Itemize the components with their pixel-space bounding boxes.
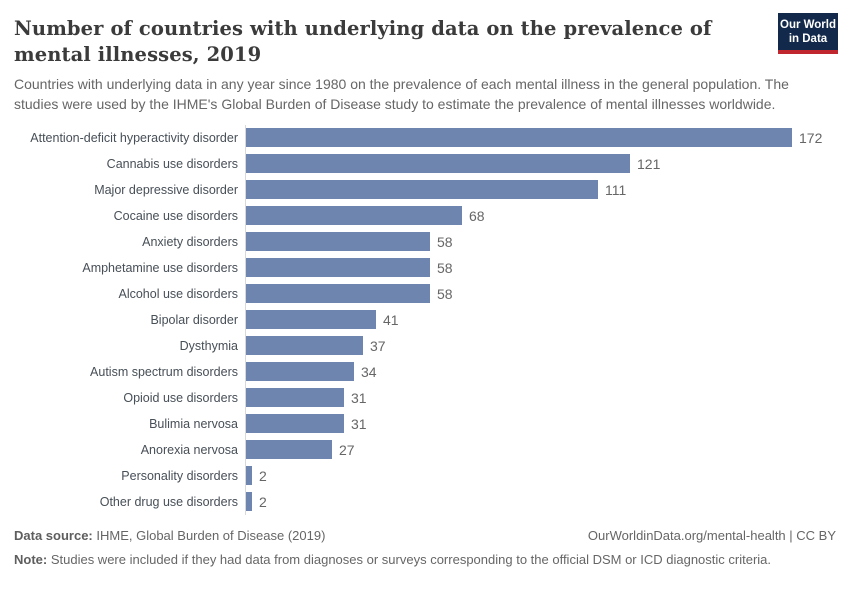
bar-value-label: 37	[370, 337, 386, 354]
bar-row: Personality disorders 2	[14, 462, 836, 489]
bar-row: Cocaine use disorders 68	[14, 202, 836, 229]
category-label: Attention-deficit hyperactivity disorder	[30, 130, 238, 145]
chart-title: Number of countries with underlying data…	[14, 17, 712, 66]
bar[interactable]	[246, 206, 462, 225]
bar-area: 2	[245, 462, 836, 489]
bar[interactable]	[246, 492, 252, 511]
bar-value-label: 27	[339, 441, 355, 458]
bar[interactable]	[246, 414, 344, 433]
owid-logo-line2: in Data	[788, 33, 828, 46]
owid-logo-line1: Our World	[780, 19, 837, 31]
bar-area: 58	[245, 254, 836, 281]
bar-area: 41	[245, 306, 836, 333]
citation-link[interactable]: OurWorldinData.org/mental-health | CC BY	[587, 527, 836, 543]
bar-row: Cannabis use disorders 121	[14, 150, 836, 177]
bar-value-label: 121	[637, 155, 661, 172]
bar-area: 172	[245, 124, 836, 151]
bar-value-label: 2	[259, 467, 267, 484]
bar-value-label: 172	[799, 129, 823, 146]
bar-row: Anxiety disorders 58	[14, 228, 836, 255]
bar-chart: Attention-deficit hyperactivity disorder…	[14, 124, 836, 515]
category-label: Other drug use disorders	[99, 494, 238, 509]
bar-area: 27	[245, 436, 836, 463]
bar-value-label: 58	[437, 233, 453, 250]
note-label: Note:	[14, 552, 48, 568]
bar-value-label: 68	[469, 207, 485, 224]
bar-row: Amphetamine use disorders 58	[14, 254, 836, 281]
data-source-label: Data source:	[14, 527, 93, 543]
bar[interactable]	[246, 388, 344, 407]
bar-value-label: 31	[351, 389, 367, 406]
bar-row: Opioid use disorders 31	[14, 384, 836, 411]
chart-footer: Data source: IHME, Global Burden of Dise…	[14, 527, 836, 569]
bar-row: Other drug use disorders 2	[14, 488, 836, 515]
bar-area: 31	[245, 410, 836, 437]
bar-value-label: 41	[383, 311, 399, 328]
note-text: Studies were included if they had data f…	[47, 552, 772, 568]
bar-row: Autism spectrum disorders 34	[14, 358, 836, 385]
bar-row: Attention-deficit hyperactivity disorder…	[14, 124, 836, 151]
bar[interactable]	[246, 466, 252, 485]
bar[interactable]	[246, 258, 430, 277]
bar-rows: Attention-deficit hyperactivity disorder…	[14, 124, 836, 515]
chart-subtitle: Countries with underlying data in any ye…	[14, 76, 789, 113]
category-label: Anorexia nervosa	[140, 442, 238, 457]
bar[interactable]	[246, 336, 363, 355]
bar[interactable]	[246, 154, 630, 173]
bar-area: 37	[245, 332, 836, 359]
data-source-text: IHME, Global Burden of Disease (2019)	[92, 527, 326, 543]
bar-area: 2	[245, 488, 836, 515]
bar-area: 121	[245, 150, 836, 177]
bar[interactable]	[246, 284, 430, 303]
bar-value-label: 58	[437, 259, 453, 276]
bar[interactable]	[246, 310, 376, 329]
bar-value-label: 31	[351, 415, 367, 432]
category-label: Anxiety disorders	[142, 234, 238, 249]
category-label: Dysthymia	[179, 338, 238, 353]
bar-area: 68	[245, 202, 836, 229]
category-label: Opioid use disorders	[123, 390, 238, 405]
category-label: Amphetamine use disorders	[82, 260, 238, 275]
bar-area: 34	[245, 358, 836, 385]
category-label: Alcohol use disorders	[118, 286, 238, 301]
bar[interactable]	[246, 180, 598, 199]
bar-area: 58	[245, 228, 836, 255]
bar-row: Bulimia nervosa 31	[14, 410, 836, 437]
category-label: Cannabis use disorders	[106, 156, 238, 171]
bar-value-label: 58	[437, 285, 453, 302]
category-label: Personality disorders	[121, 468, 238, 483]
bar-row: Bipolar disorder 41	[14, 306, 836, 333]
category-label: Cocaine use disorders	[113, 208, 238, 223]
bar-area: 31	[245, 384, 836, 411]
category-label: Major depressive disorder	[94, 182, 238, 197]
category-label: Bipolar disorder	[150, 312, 238, 327]
bar[interactable]	[246, 440, 332, 459]
bar[interactable]	[246, 232, 430, 251]
owid-logo: Our World in Data	[778, 13, 838, 55]
bar-area: 58	[245, 280, 836, 307]
bar-row: Anorexia nervosa 27	[14, 436, 836, 463]
bar-row: Dysthymia 37	[14, 332, 836, 359]
category-label: Autism spectrum disorders	[90, 364, 238, 379]
data-source: Data source: IHME, Global Burden of Dise…	[14, 527, 325, 545]
bar-value-label: 34	[361, 363, 377, 380]
category-label: Bulimia nervosa	[149, 416, 238, 431]
bar-value-label: 2	[259, 493, 267, 510]
bar-row: Major depressive disorder 111	[14, 176, 836, 203]
chart-note: Note: Studies were included if they had …	[14, 551, 836, 569]
bar-row: Alcohol use disorders 58	[14, 280, 836, 307]
chart-header: Our World in Data Number of countries wi…	[14, 13, 838, 115]
bar-area: 111	[245, 176, 836, 203]
bar[interactable]	[246, 362, 354, 381]
bar-value-label: 111	[605, 181, 627, 198]
bar[interactable]	[246, 128, 792, 147]
